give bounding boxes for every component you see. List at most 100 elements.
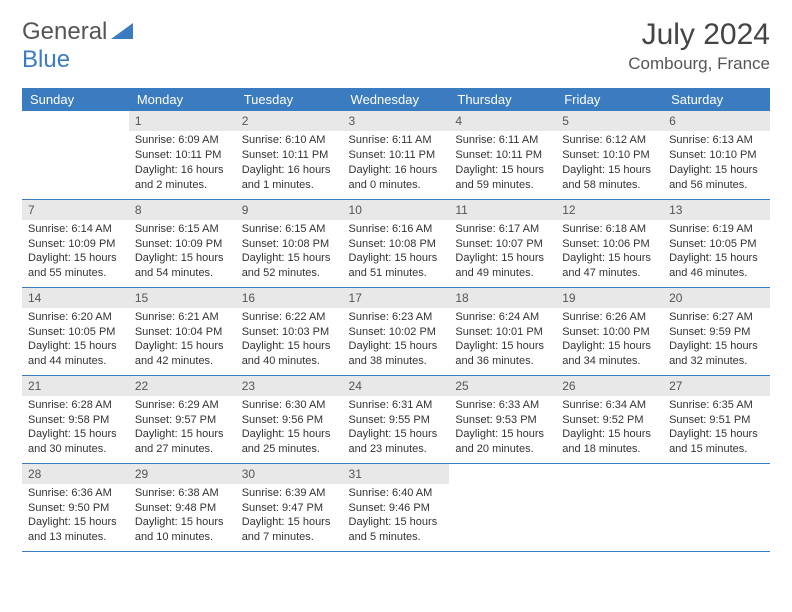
day-body: Sunrise: 6:31 AMSunset: 9:55 PMDaylight:…	[343, 396, 450, 461]
calendar-cell: 24Sunrise: 6:31 AMSunset: 9:55 PMDayligh…	[343, 375, 450, 463]
calendar-cell: 14Sunrise: 6:20 AMSunset: 10:05 PMDaylig…	[22, 287, 129, 375]
sunset-line: Sunset: 9:47 PM	[242, 501, 337, 516]
sunset-line: Sunset: 10:04 PM	[135, 325, 230, 340]
day-number: 13	[663, 200, 770, 220]
sunrise-line: Sunrise: 6:15 AM	[135, 222, 230, 237]
sunset-line: Sunset: 10:07 PM	[455, 237, 550, 252]
day-number: 20	[663, 288, 770, 308]
day-number: 6	[663, 111, 770, 131]
daylight-line: Daylight: 15 hours and 52 minutes.	[242, 251, 337, 281]
sunrise-line: Sunrise: 6:35 AM	[669, 398, 764, 413]
day-body: Sunrise: 6:16 AMSunset: 10:08 PMDaylight…	[343, 220, 450, 285]
daylight-line: Daylight: 15 hours and 7 minutes.	[242, 515, 337, 545]
logo-text-a: General	[22, 18, 107, 45]
calendar-body: 1Sunrise: 6:09 AMSunset: 10:11 PMDayligh…	[22, 111, 770, 551]
header: General Blue July 2024 Combourg, France	[22, 18, 770, 74]
day-body: Sunrise: 6:09 AMSunset: 10:11 PMDaylight…	[129, 131, 236, 196]
sunset-line: Sunset: 10:00 PM	[562, 325, 657, 340]
day-number: 15	[129, 288, 236, 308]
day-number: 5	[556, 111, 663, 131]
sunrise-line: Sunrise: 6:10 AM	[242, 133, 337, 148]
daylight-line: Daylight: 15 hours and 38 minutes.	[349, 339, 444, 369]
day-number: 21	[22, 376, 129, 396]
sunrise-line: Sunrise: 6:30 AM	[242, 398, 337, 413]
logo-text-b: Blue	[22, 46, 70, 73]
day-number: 7	[22, 200, 129, 220]
day-number: 22	[129, 376, 236, 396]
sunrise-line: Sunrise: 6:20 AM	[28, 310, 123, 325]
daylight-line: Daylight: 16 hours and 2 minutes.	[135, 163, 230, 193]
calendar-cell: 17Sunrise: 6:23 AMSunset: 10:02 PMDaylig…	[343, 287, 450, 375]
sunset-line: Sunset: 9:51 PM	[669, 413, 764, 428]
sunset-line: Sunset: 9:59 PM	[669, 325, 764, 340]
calendar-cell: 4Sunrise: 6:11 AMSunset: 10:11 PMDayligh…	[449, 111, 556, 199]
location: Combourg, France	[628, 54, 770, 74]
sunset-line: Sunset: 9:55 PM	[349, 413, 444, 428]
calendar-cell: 21Sunrise: 6:28 AMSunset: 9:58 PMDayligh…	[22, 375, 129, 463]
day-number: 4	[449, 111, 556, 131]
day-header: Tuesday	[236, 88, 343, 111]
sunset-line: Sunset: 10:02 PM	[349, 325, 444, 340]
calendar-cell: 26Sunrise: 6:34 AMSunset: 9:52 PMDayligh…	[556, 375, 663, 463]
day-number: 9	[236, 200, 343, 220]
calendar-cell: 25Sunrise: 6:33 AMSunset: 9:53 PMDayligh…	[449, 375, 556, 463]
calendar-cell	[556, 463, 663, 551]
daylight-line: Daylight: 16 hours and 1 minutes.	[242, 163, 337, 193]
daylight-line: Daylight: 15 hours and 5 minutes.	[349, 515, 444, 545]
day-header: Sunday	[22, 88, 129, 111]
calendar-cell: 11Sunrise: 6:17 AMSunset: 10:07 PMDaylig…	[449, 199, 556, 287]
sunrise-line: Sunrise: 6:16 AM	[349, 222, 444, 237]
calendar-cell: 18Sunrise: 6:24 AMSunset: 10:01 PMDaylig…	[449, 287, 556, 375]
sunset-line: Sunset: 10:08 PM	[242, 237, 337, 252]
calendar-cell: 27 Sunrise: 6:35 AMSunset: 9:51 PMDayligh…	[663, 375, 770, 463]
sunrise-line: Sunrise: 6:31 AM	[349, 398, 444, 413]
daylight-line: Daylight: 15 hours and 59 minutes.	[455, 163, 550, 193]
sunset-line: Sunset: 10:01 PM	[455, 325, 550, 340]
calendar-week: 14Sunrise: 6:20 AMSunset: 10:05 PMDaylig…	[22, 287, 770, 375]
sunrise-line: Sunrise: 6:14 AM	[28, 222, 123, 237]
sunset-line: Sunset: 10:09 PM	[28, 237, 123, 252]
calendar-cell	[449, 463, 556, 551]
daylight-line: Daylight: 15 hours and 42 minutes.	[135, 339, 230, 369]
day-body: Sunrise: 6:13 AMSunset: 10:10 PMDaylight…	[663, 131, 770, 196]
day-body: Sunrise: 6:27 AMSunset: 9:59 PMDaylight:…	[663, 308, 770, 373]
day-number: 25	[449, 376, 556, 396]
day-body: Sunrise: 6:15 AMSunset: 10:09 PMDaylight…	[129, 220, 236, 285]
day-header: Thursday	[449, 88, 556, 111]
day-body: Sunrise: 6:28 AMSunset: 9:58 PMDaylight:…	[22, 396, 129, 461]
day-header: Friday	[556, 88, 663, 111]
sunrise-line: Sunrise: 6:24 AM	[455, 310, 550, 325]
day-number: 8	[129, 200, 236, 220]
day-body: Sunrise: 6:12 AMSunset: 10:10 PMDaylight…	[556, 131, 663, 196]
calendar-cell: 28Sunrise: 6:36 AMSunset: 9:50 PMDayligh…	[22, 463, 129, 551]
calendar-cell: 13Sunrise: 6:19 AMSunset: 10:05 PMDaylig…	[663, 199, 770, 287]
day-number: 30	[236, 464, 343, 484]
daylight-line: Daylight: 15 hours and 46 minutes.	[669, 251, 764, 281]
calendar-table: SundayMondayTuesdayWednesdayThursdayFrid…	[22, 88, 770, 552]
logo: General Blue	[22, 18, 133, 74]
sunset-line: Sunset: 10:08 PM	[349, 237, 444, 252]
daylight-line: Daylight: 15 hours and 49 minutes.	[455, 251, 550, 281]
daylight-line: Daylight: 15 hours and 30 minutes.	[28, 427, 123, 457]
calendar-cell: 2Sunrise: 6:10 AMSunset: 10:11 PMDayligh…	[236, 111, 343, 199]
sunset-line: Sunset: 9:58 PM	[28, 413, 123, 428]
sunrise-line: Sunrise: 6:26 AM	[562, 310, 657, 325]
day-body: Sunrise: 6:11 AMSunset: 10:11 PMDaylight…	[343, 131, 450, 196]
daylight-line: Daylight: 15 hours and 27 minutes.	[135, 427, 230, 457]
daylight-line: Daylight: 16 hours and 0 minutes.	[349, 163, 444, 193]
title-block: July 2024 Combourg, France	[628, 18, 770, 74]
day-body: Sunrise: 6:30 AMSunset: 9:56 PMDaylight:…	[236, 396, 343, 461]
daylight-line: Daylight: 15 hours and 20 minutes.	[455, 427, 550, 457]
daylight-line: Daylight: 15 hours and 15 minutes.	[669, 427, 764, 457]
calendar-week: 7 Sunrise: 6:14 AMSunset: 10:09 PM Dayligh…	[22, 199, 770, 287]
day-number: 27	[663, 376, 770, 396]
sunset-line: Sunset: 10:05 PM	[669, 237, 764, 252]
sunset-line: Sunset: 10:11 PM	[455, 148, 550, 163]
sunrise-line: Sunrise: 6:23 AM	[349, 310, 444, 325]
sunrise-line: Sunrise: 6:38 AM	[135, 486, 230, 501]
day-body: Sunrise: 6:20 AMSunset: 10:05 PMDaylight…	[22, 308, 129, 373]
calendar-cell: 3Sunrise: 6:11 AMSunset: 10:11 PMDayligh…	[343, 111, 450, 199]
sunrise-line: Sunrise: 6:09 AM	[135, 133, 230, 148]
day-number: 11	[449, 200, 556, 220]
day-body: Sunrise: 6:36 AMSunset: 9:50 PMDaylight:…	[22, 484, 129, 549]
